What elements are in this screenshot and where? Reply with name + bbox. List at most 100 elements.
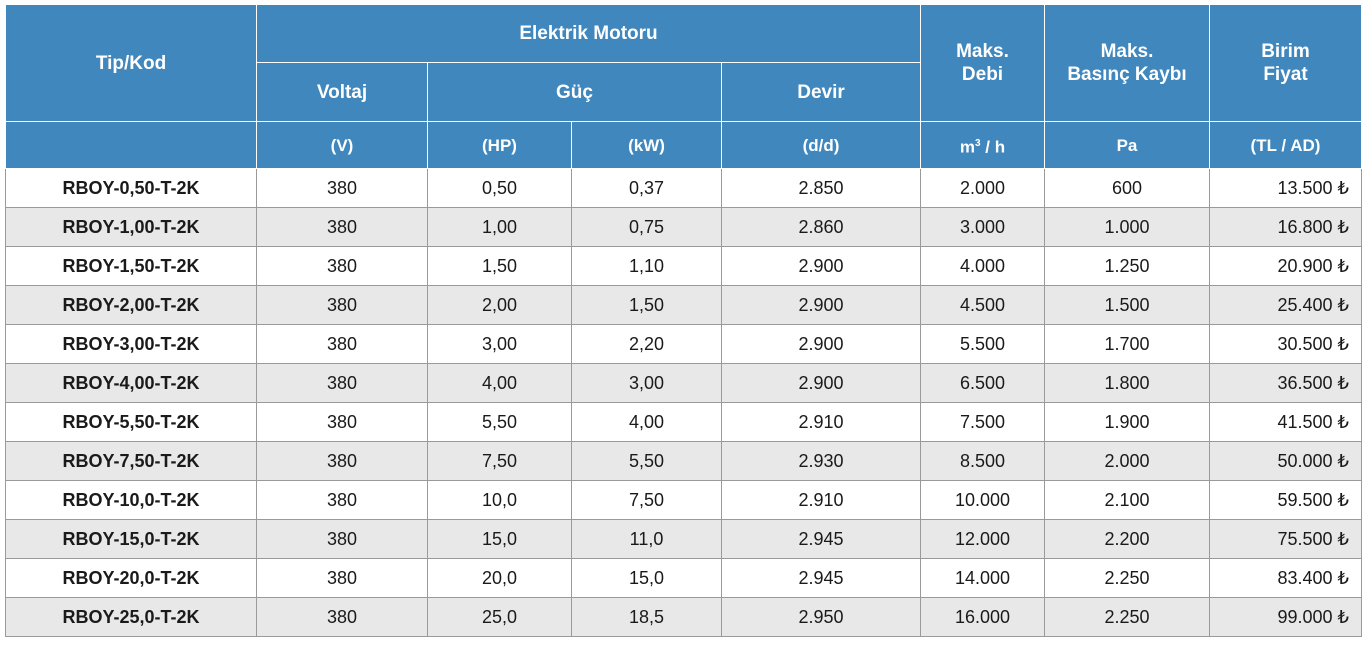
cell-pressure: 1.250 [1044, 246, 1210, 286]
price-table: Tip/Kod Elektrik Motoru Maks. Debi Maks.… [5, 4, 1362, 637]
cell-rpm: 2.900 [721, 285, 921, 325]
cell-hp: 15,0 [427, 519, 572, 559]
table-row: RBOY-5,50-T-2K 380 5,50 4,00 2.910 7.500 1.900… [5, 402, 1362, 442]
unit-flow-base: m [959, 137, 975, 157]
header-maks-debi-line1: Maks. [956, 41, 1009, 62]
cell-kw: 0,37 [571, 168, 722, 208]
table-body: RBOY-0,50-T-2K 380 0,50 0,37 2.850 2.000 600 13… [5, 168, 1362, 637]
cell-hp: 20,0 [427, 558, 572, 598]
cell-rpm: 2.900 [721, 246, 921, 286]
cell-code: RBOY-0,50-T-2K [5, 168, 257, 208]
cell-rpm: 2.930 [721, 441, 921, 481]
cell-pressure: 2.250 [1044, 597, 1210, 637]
cell-kw: 15,0 [571, 558, 722, 598]
cell-flow: 6.500 [920, 363, 1045, 403]
cell-hp: 5,50 [427, 402, 572, 442]
cell-kw: 7,50 [571, 480, 722, 520]
header-birim-fiyat: Birim Fiyat [1209, 4, 1362, 122]
cell-flow: 16.000 [920, 597, 1045, 637]
cell-pressure: 1.700 [1044, 324, 1210, 364]
cell-price: 75.500 ₺ [1209, 519, 1362, 559]
cell-hp: 1,50 [427, 246, 572, 286]
header-birim-fiyat-line2: Fiyat [1263, 64, 1308, 85]
cell-flow: 5.500 [920, 324, 1045, 364]
cell-code: RBOY-2,00-T-2K [5, 285, 257, 325]
cell-voltage: 380 [256, 324, 428, 364]
cell-price: 99.000 ₺ [1209, 597, 1362, 637]
cell-code: RBOY-1,50-T-2K [5, 246, 257, 286]
cell-voltage: 380 [256, 402, 428, 442]
cell-rpm: 2.860 [721, 207, 921, 247]
cell-pressure: 600 [1044, 168, 1210, 208]
cell-price: 50.000 ₺ [1209, 441, 1362, 481]
cell-price: 41.500 ₺ [1209, 402, 1362, 442]
header-maks-basinc-line1: Maks. [1100, 41, 1154, 62]
cell-voltage: 380 [256, 441, 428, 481]
unit-flow-rest: / h [985, 137, 1006, 157]
table-row: RBOY-2,00-T-2K 380 2,00 1,50 2.900 4.500 1.500… [5, 285, 1362, 325]
table-row: RBOY-0,50-T-2K 380 0,50 0,37 2.850 2.000 600 13… [5, 168, 1362, 208]
cell-kw: 1,10 [571, 246, 722, 286]
cell-hp: 25,0 [427, 597, 572, 637]
cell-flow: 10.000 [920, 480, 1045, 520]
unit-flow-superscript: 3 [974, 137, 981, 149]
cell-rpm: 2.950 [721, 597, 921, 637]
cell-hp: 10,0 [427, 480, 572, 520]
cell-flow: 12.000 [920, 519, 1045, 559]
cell-hp: 2,00 [427, 285, 572, 325]
cell-voltage: 380 [256, 597, 428, 637]
cell-rpm: 2.850 [721, 168, 921, 208]
cell-rpm: 2.945 [721, 558, 921, 598]
unit-voltage: (V) [256, 121, 428, 169]
table-row: RBOY-20,0-T-2K 380 20,0 15,0 2.945 14.000 2.25… [5, 558, 1362, 598]
cell-voltage: 380 [256, 168, 428, 208]
cell-flow: 8.500 [920, 441, 1045, 481]
cell-kw: 11,0 [571, 519, 722, 559]
cell-code: RBOY-25,0-T-2K [5, 597, 257, 637]
cell-pressure: 2.200 [1044, 519, 1210, 559]
table-row: RBOY-1,50-T-2K 380 1,50 1,10 2.900 4.000 1.250… [5, 246, 1362, 286]
cell-code: RBOY-7,50-T-2K [5, 441, 257, 481]
cell-rpm: 2.900 [721, 363, 921, 403]
cell-voltage: 380 [256, 519, 428, 559]
cell-flow: 4.000 [920, 246, 1045, 286]
cell-code: RBOY-20,0-T-2K [5, 558, 257, 598]
cell-rpm: 2.945 [721, 519, 921, 559]
cell-kw: 5,50 [571, 441, 722, 481]
cell-voltage: 380 [256, 285, 428, 325]
cell-pressure: 1.000 [1044, 207, 1210, 247]
cell-flow: 4.500 [920, 285, 1045, 325]
cell-hp: 0,50 [427, 168, 572, 208]
cell-code: RBOY-1,00-T-2K [5, 207, 257, 247]
cell-kw: 3,00 [571, 363, 722, 403]
cell-code: RBOY-15,0-T-2K [5, 519, 257, 559]
cell-voltage: 380 [256, 558, 428, 598]
unit-flow: m3 / h [920, 121, 1045, 169]
unit-empty [5, 121, 257, 169]
header-birim-fiyat-line1: Birim [1261, 41, 1310, 62]
cell-voltage: 380 [256, 480, 428, 520]
cell-price: 30.500 ₺ [1209, 324, 1362, 364]
header-maks-debi-line2: Debi [961, 64, 1004, 85]
cell-pressure: 2.250 [1044, 558, 1210, 598]
cell-hp: 1,00 [427, 207, 572, 247]
header-voltaj: Voltaj [256, 62, 428, 122]
header-tip-kod: Tip/Kod [5, 4, 257, 122]
cell-kw: 1,50 [571, 285, 722, 325]
cell-flow: 7.500 [920, 402, 1045, 442]
cell-hp: 7,50 [427, 441, 572, 481]
cell-price: 59.500 ₺ [1209, 480, 1362, 520]
cell-rpm: 2.900 [721, 324, 921, 364]
unit-price: (TL / AD) [1209, 121, 1362, 169]
cell-kw: 4,00 [571, 402, 722, 442]
cell-flow: 2.000 [920, 168, 1045, 208]
cell-price: 83.400 ₺ [1209, 558, 1362, 598]
cell-code: RBOY-5,50-T-2K [5, 402, 257, 442]
cell-rpm: 2.910 [721, 402, 921, 442]
cell-code: RBOY-4,00-T-2K [5, 363, 257, 403]
cell-price: 36.500 ₺ [1209, 363, 1362, 403]
cell-kw: 18,5 [571, 597, 722, 637]
unit-hp: (HP) [427, 121, 572, 169]
table-row: RBOY-7,50-T-2K 380 7,50 5,50 2.930 8.500 2.000… [5, 441, 1362, 481]
cell-price: 16.800 ₺ [1209, 207, 1362, 247]
